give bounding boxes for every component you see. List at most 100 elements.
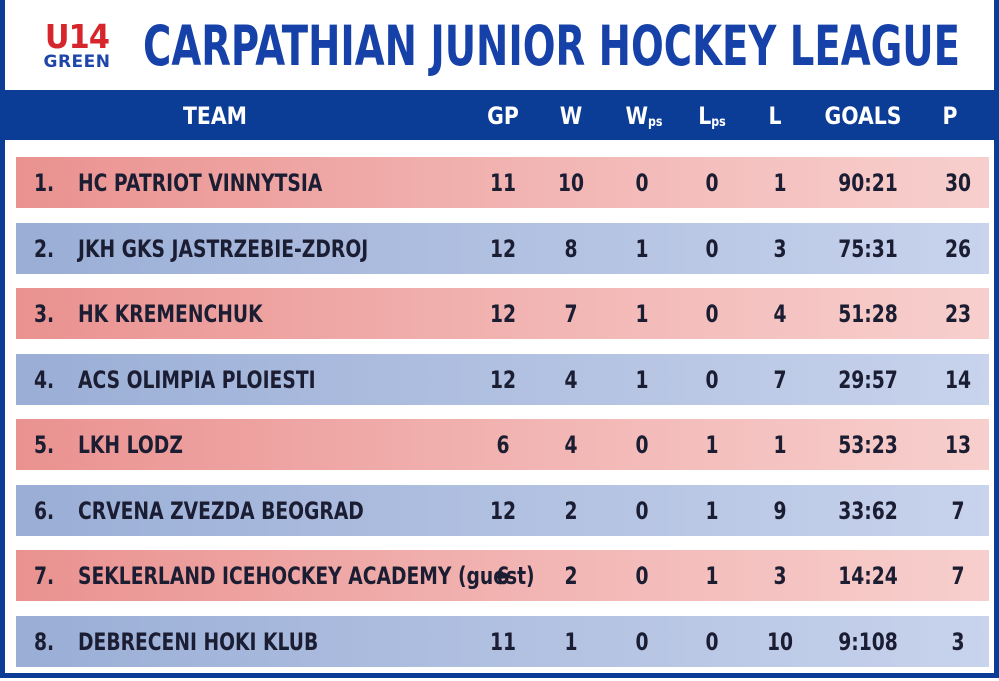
goals: 51:28 [838, 300, 898, 328]
header-lps-sub: ps [711, 115, 726, 130]
wins: 7 [564, 300, 578, 328]
team-name: DEBRECENI HOKI KLUB [78, 627, 319, 656]
rank: 4. [34, 365, 55, 394]
table-row: 6. CRVENA ZVEZDA BEOGRAD 12 2 0 1 9 33:6… [16, 484, 989, 536]
wins-ps: 1 [635, 365, 649, 394]
wins: 10 [557, 169, 585, 197]
league-logo: U14 GREEN [35, 20, 119, 76]
league-title: CARPATHIAN JUNIOR HOCKEY LEAGUE [143, 14, 960, 78]
table-row: 7. SEKLERLAND ICEHOCKEY ACADEMY (guest) … [16, 550, 989, 601]
wins: 2 [564, 496, 578, 525]
games-played: 6 [496, 431, 510, 459]
rank: 7. [34, 562, 55, 590]
points: 14 [944, 365, 972, 394]
rank: 6. [34, 496, 55, 525]
goals: 75:31 [838, 234, 898, 263]
rank: 8. [34, 627, 55, 656]
team-name: SEKLERLAND ICEHOCKEY ACADEMY (guest) [78, 562, 535, 590]
team-name: LKH LODZ [78, 431, 183, 459]
losses-ps: 0 [705, 169, 719, 197]
rank: 5. [34, 431, 55, 459]
goals: 33:62 [838, 496, 898, 525]
wins-ps: 0 [635, 169, 649, 197]
games-played: 12 [489, 300, 517, 328]
header-wps: Wps [614, 90, 674, 140]
header-goals: GOALS [824, 102, 902, 130]
header-gp: GP [487, 102, 519, 130]
table-row: 1. HC PATRIOT VINNYTSIA 11 10 0 0 1 90:2… [16, 157, 989, 208]
team-name: JKH GKS JASTRZEBIE-ZDROJ [78, 234, 369, 263]
games-played: 12 [489, 496, 517, 525]
wins: 4 [564, 365, 578, 394]
rank: 1. [34, 169, 55, 197]
table-row: 4. ACS OLIMPIA PLOIESTI 12 4 1 0 7 29:57… [16, 353, 989, 405]
wins: 2 [564, 562, 578, 590]
games-played: 6 [496, 562, 510, 590]
points: 26 [944, 234, 972, 263]
header-l: L [768, 102, 782, 130]
goals: 14:24 [838, 562, 898, 590]
wins-ps: 1 [635, 300, 649, 328]
losses: 3 [773, 234, 787, 263]
losses-ps: 0 [705, 300, 719, 328]
team-name: CRVENA ZVEZDA BEOGRAD [78, 496, 364, 525]
goals: 53:23 [838, 431, 898, 459]
header-p: P [942, 102, 958, 130]
points: 13 [944, 431, 972, 459]
wins: 8 [564, 234, 578, 263]
table-row: 3. HK KREMENCHUK 12 7 1 0 4 51:28 23 [16, 288, 989, 339]
header-lps: Lps [682, 90, 742, 140]
logo-age-group: U14 [44, 17, 110, 56]
wins-ps: 1 [635, 234, 649, 263]
points: 23 [944, 300, 972, 328]
losses-ps: 1 [705, 496, 719, 525]
games-played: 12 [489, 365, 517, 394]
table-row: 5. LKH LODZ 6 4 0 1 1 53:23 13 [16, 419, 989, 470]
standings-rows: 1. HC PATRIOT VINNYTSIA 11 10 0 0 1 90:2… [16, 157, 989, 681]
goals: 90:21 [838, 169, 898, 197]
games-played: 12 [489, 234, 517, 263]
losses: 10 [766, 627, 794, 656]
team-name: ACS OLIMPIA PLOIESTI [78, 365, 316, 394]
table-header: TEAM GP W Wps Lps L GOALS P [5, 90, 994, 140]
team-name: HK KREMENCHUK [78, 300, 263, 328]
games-played: 11 [489, 627, 517, 656]
losses-ps: 0 [705, 234, 719, 263]
points: 3 [951, 627, 965, 656]
points: 7 [951, 496, 965, 525]
wins-ps: 0 [635, 562, 649, 590]
title-bar: U14 GREEN CARPATHIAN JUNIOR HOCKEY LEAGU… [5, 0, 994, 90]
goals: 29:57 [838, 365, 898, 394]
losses-ps: 1 [705, 431, 719, 459]
header-w: W [559, 102, 583, 130]
points: 7 [951, 562, 965, 590]
rank: 3. [34, 300, 55, 328]
header-team: TEAM [183, 102, 247, 130]
team-name: HC PATRIOT VINNYTSIA [78, 169, 323, 197]
rank: 2. [34, 234, 55, 263]
losses: 1 [773, 169, 787, 197]
header-wps-sub: ps [648, 115, 663, 130]
games-played: 11 [489, 169, 517, 197]
header-lps-main: L [698, 102, 712, 130]
losses: 7 [773, 365, 787, 394]
header-wps-main: W [625, 102, 649, 130]
wins: 4 [564, 431, 578, 459]
losses-ps: 1 [705, 562, 719, 590]
losses: 3 [773, 562, 787, 590]
losses: 4 [773, 300, 787, 328]
table-row: 2. JKH GKS JASTRZEBIE-ZDROJ 12 8 1 0 3 7… [16, 222, 989, 274]
wins-ps: 0 [635, 496, 649, 525]
losses: 1 [773, 431, 787, 459]
losses: 9 [773, 496, 787, 525]
losses-ps: 0 [705, 365, 719, 394]
losses-ps: 0 [705, 627, 719, 656]
logo-division: GREEN [43, 52, 111, 72]
table-row: 8. DEBRECENI HOKI KLUB 11 1 0 0 10 9:108… [16, 615, 989, 667]
wins-ps: 0 [635, 627, 649, 656]
wins: 1 [564, 627, 578, 656]
goals: 9:108 [838, 627, 898, 656]
wins-ps: 0 [635, 431, 649, 459]
points: 30 [944, 169, 972, 197]
